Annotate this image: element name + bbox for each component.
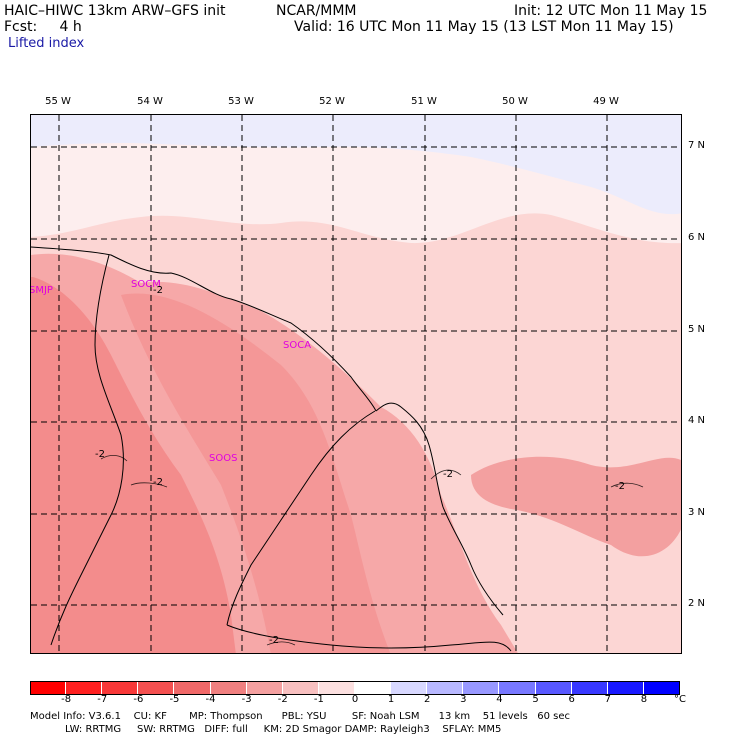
station-label-soos: SOOS: [209, 453, 238, 464]
lat-label: 6 N: [688, 232, 706, 243]
colorbar-tick-label: 6: [568, 694, 575, 705]
colorbar-cell: [210, 681, 247, 695]
colorbar-unit: °C: [674, 694, 686, 705]
colorbar-tick-label: 1: [387, 694, 395, 705]
contour-label: -2: [443, 469, 453, 480]
station-label-soca: SOCA: [283, 340, 312, 351]
shade-minus2-east: [471, 456, 681, 557]
station-label-socm: SOCM: [131, 279, 161, 290]
lon-label: 53 W: [228, 96, 254, 107]
lat-label: 7 N: [688, 140, 706, 151]
forecast-hour: Fcst: 4 h: [4, 19, 82, 35]
shade-minus3: [31, 277, 236, 653]
model-info-line1: Model Info: V3.6.1 CU: KF MP: Thompson P…: [30, 711, 570, 722]
lon-label: 49 W: [593, 96, 619, 107]
colorbar-cell: [282, 681, 319, 695]
colorbar-cell: [355, 681, 392, 695]
colorbar-tick-label: -3: [241, 694, 252, 705]
colorbar-cell: [102, 681, 139, 695]
init-time: Init: 12 UTC Mon 11 May 15: [514, 3, 708, 19]
valid-time: Valid: 16 UTC Mon 11 May 15 (13 LST Mon …: [294, 19, 674, 35]
colorbar-tick-label: 3: [460, 694, 467, 705]
station-label-smjp: SMJP: [30, 285, 53, 296]
model-title: HAIC–HIWC 13km ARW–GFS init: [4, 3, 226, 19]
map-panel: SMJP SOCM SOCA SOOS -2 -2 -2 -2 -2 -2: [30, 114, 682, 654]
colorbar-tick-label: -6: [133, 694, 144, 705]
field-name: Lifted index: [8, 36, 85, 51]
colorbar-tick-label: 0: [351, 694, 359, 705]
lon-label: 50 W: [502, 96, 528, 107]
colorbar-tick-label: 8: [640, 694, 648, 705]
colorbar-cell: [30, 681, 67, 695]
contour-label: -2: [153, 285, 163, 296]
colorbar-tick-label: 2: [424, 694, 431, 705]
contour-label: -2: [269, 635, 279, 646]
colorbar-cell: [463, 681, 500, 695]
colorbar-cell: [246, 681, 283, 695]
colorbar-cell: [499, 681, 536, 695]
colorbar-tick-label: -7: [97, 694, 108, 705]
contour-label: -2: [95, 449, 105, 460]
lat-lon-grid: [31, 115, 681, 653]
colorbar-tick-label: -2: [277, 694, 288, 705]
colorbar-tick-label: -8: [61, 694, 72, 705]
colorbar-outline: [30, 681, 680, 695]
lat-label: 4 N: [688, 415, 706, 426]
colorbar-cell: [174, 681, 211, 695]
colorbar-tick-label: -4: [205, 694, 216, 705]
lon-label: 52 W: [319, 96, 345, 107]
colorbar-cell: [607, 681, 644, 695]
coastline: [31, 246, 512, 652]
lat-label: 3 N: [688, 507, 706, 518]
model-info-line2: LW: RRTMG SW: RRTMG DIFF: full KM: 2D Sm…: [30, 724, 502, 735]
colorbar-cell: [427, 681, 464, 695]
colorbar-tick-label: -5: [169, 694, 180, 705]
colorbar-cell: [571, 681, 608, 695]
lon-label: 54 W: [137, 96, 163, 107]
contour-lines: [100, 455, 644, 646]
colorbar-tick-label: -1: [313, 694, 324, 705]
contour-label: -2: [153, 477, 163, 488]
colorbar-cell: [318, 681, 355, 695]
colorbar-cell: [66, 681, 103, 695]
colorbar-cell: [391, 681, 428, 695]
colorbar-tick-label: 7: [604, 694, 611, 705]
lon-label: 51 W: [411, 96, 437, 107]
colorbar-cell: [535, 681, 572, 695]
contour-label: -2: [615, 481, 625, 492]
lifted-index-field: [31, 115, 681, 653]
lon-label: 55 W: [45, 96, 71, 107]
lat-label: 5 N: [688, 324, 706, 335]
colorbar-tick-label: 5: [532, 694, 539, 705]
colorbar-tick-label: 4: [496, 694, 503, 705]
shade-minus3: [121, 293, 391, 653]
colorbar-cell: [138, 681, 175, 695]
lat-label: 2 N: [688, 598, 706, 609]
shade-positive: [31, 115, 681, 215]
organization-label: NCAR/MMM: [276, 3, 357, 19]
